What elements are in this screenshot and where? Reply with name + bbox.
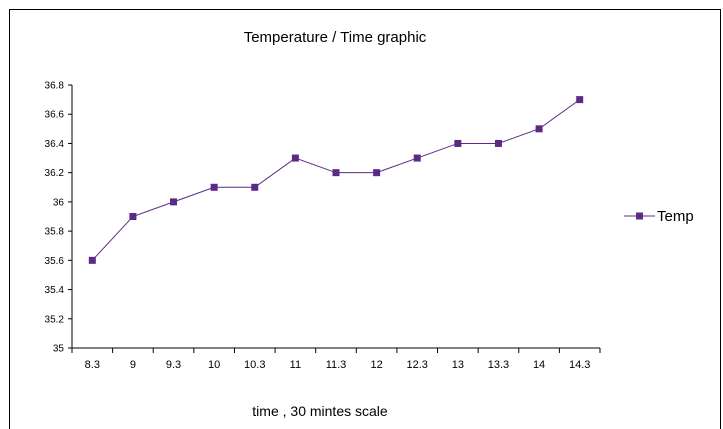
x-tick-label: 14.3 — [569, 359, 590, 371]
chart-title: Temperature / Time graphic — [243, 29, 427, 46]
chart-frame — [9, 9, 721, 429]
series-line — [91, 99, 580, 261]
y-ticks: 35 35.2 35.4 35.6 35.8 36 36.2 36.4 36.6 36.8 — [45, 81, 72, 355]
x-axis-label: time , 30 mintes scale — [252, 403, 388, 419]
y-tick-label: 36.8 — [45, 81, 65, 92]
x-tick-label: 11 — [290, 359, 301, 371]
x-tick-label: 8.3 — [85, 359, 100, 371]
legend: Temp — [624, 208, 694, 225]
data-point-marker — [291, 154, 299, 162]
data-point-marker — [535, 125, 543, 133]
y-tick-label: 35.2 — [45, 314, 65, 325]
data-point-marker — [88, 256, 96, 264]
data-point-marker — [129, 213, 137, 220]
data-point-marker — [332, 169, 340, 177]
x-tick-label: 11.3 — [326, 359, 347, 371]
x-tick-label: 9 — [130, 359, 136, 371]
x-ticks: 8.3 9 9.3 10 10.3 11 11.3 12 12.3 13 13.3 14 14.3 — [71, 348, 601, 371]
data-point-marker — [454, 139, 462, 147]
data-point-marker — [494, 139, 502, 147]
y-tick-label: 36.6 — [45, 110, 65, 121]
x-tick-label: 10.3 — [244, 359, 265, 371]
data-point-marker — [170, 198, 178, 206]
x-tick-label: 10 — [208, 359, 220, 371]
x-tick-label: 13 — [452, 359, 464, 371]
data-point-marker — [210, 183, 218, 191]
y-tick-label: 35.8 — [45, 227, 65, 238]
legend-label: Temp — [657, 208, 694, 225]
data-point-marker — [413, 154, 421, 162]
y-tick-label: 36.4 — [45, 139, 65, 150]
y-tick-label: 35 — [53, 344, 65, 355]
x-tick-label: 14 — [533, 359, 545, 371]
series-layer — [88, 96, 584, 264]
x-tick-label: 9.3 — [166, 359, 181, 371]
data-point-marker — [576, 96, 584, 104]
data-point-marker — [251, 183, 259, 191]
y-tick-label: 35.6 — [45, 256, 65, 267]
data-point-marker — [373, 169, 381, 177]
y-tick-label: 36 — [53, 197, 65, 208]
legend-marker — [636, 212, 643, 220]
x-tick-label: 12.3 — [407, 359, 428, 371]
y-tick-label: 36.2 — [45, 168, 65, 179]
x-tick-label: 13.3 — [488, 359, 509, 371]
y-tick-label: 35.4 — [45, 285, 65, 296]
x-tick-label: 12 — [370, 359, 382, 371]
